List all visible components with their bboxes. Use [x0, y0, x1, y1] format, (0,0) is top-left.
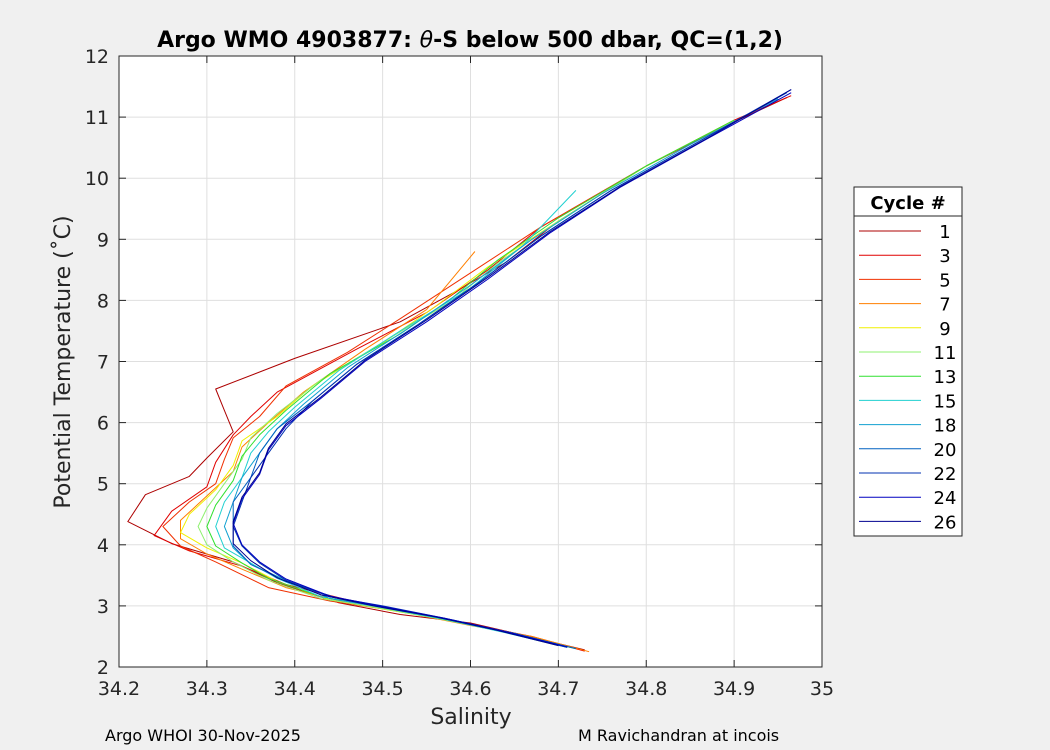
x-tick-label: 34.4	[274, 678, 316, 700]
y-tick-label: 11	[85, 107, 109, 129]
x-tick-label: 34.5	[361, 678, 403, 700]
x-axis-label: Salinity	[430, 705, 511, 730]
series-line-cycle-24	[232, 92, 792, 648]
legend-label: 22	[934, 464, 957, 485]
legend-label: 11	[934, 343, 957, 364]
x-tick-label: 34.3	[186, 678, 228, 700]
y-axis-label: Potential Temperature (˚C)	[51, 215, 76, 508]
series-line-cycle-1	[127, 97, 788, 651]
legend-label: 1	[939, 222, 950, 243]
x-tick-label: 34.8	[625, 678, 667, 700]
x-tick-label: 34.2	[98, 678, 140, 700]
y-tick-label: 5	[97, 474, 109, 496]
legend-label: 3	[939, 246, 950, 267]
y-tick-label: 6	[97, 413, 109, 435]
legend-box	[853, 186, 963, 537]
legend-label: 9	[939, 319, 950, 340]
legend-label: 5	[939, 270, 950, 291]
x-tick-label: 34.9	[713, 678, 755, 700]
y-tick-label: 12	[85, 46, 109, 68]
series-line-cycle-26	[232, 89, 792, 647]
tick-labels: 34.2 34.3 34.4 34.5 34.6 34.7 34.8 34.9 35 2 3 4 5 6 7…	[85, 46, 834, 700]
y-tick-label: 9	[97, 229, 109, 251]
legend-label: 18	[934, 416, 957, 437]
x-tick-label: 35	[810, 678, 834, 700]
x-tick-label: 34.6	[449, 678, 491, 700]
legend-label: 13	[934, 367, 957, 388]
legend-label: 26	[934, 512, 957, 533]
legend-label: 7	[939, 295, 950, 316]
y-tick-label: 4	[97, 535, 109, 557]
x-tick-label: 34.7	[537, 678, 579, 700]
y-tick-label: 7	[97, 352, 109, 374]
y-tick-label: 3	[97, 596, 109, 618]
footer-left-text: Argo WHOI 30-Nov-2025	[105, 726, 301, 745]
chart-title: Argo WMO 4903877: θ-S below 500 dbar, QC…	[157, 28, 783, 53]
legend-label: 24	[934, 488, 957, 509]
y-tick-label: 10	[85, 168, 109, 190]
legend-title: Cycle #	[870, 193, 945, 214]
y-tick-label: 8	[97, 290, 109, 312]
legend-label: 15	[934, 391, 957, 412]
footer-right-text: M Ravichandran at incois	[578, 726, 780, 745]
legend-label: 20	[934, 440, 957, 461]
series-group	[127, 89, 792, 653]
y-tick-label: 2	[97, 657, 109, 679]
